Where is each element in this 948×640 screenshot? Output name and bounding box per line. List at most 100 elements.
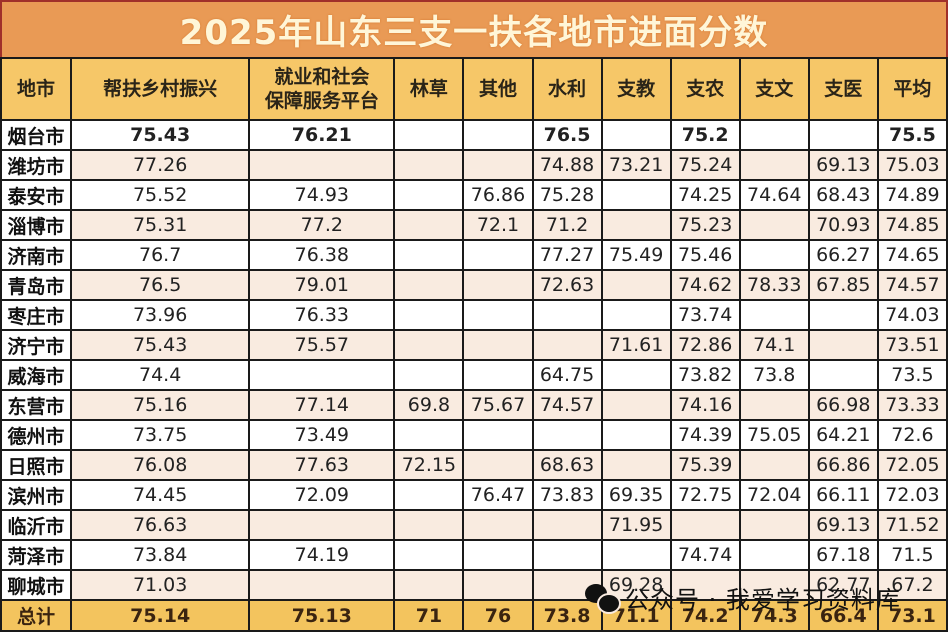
score-cell: 68.43: [807, 179, 879, 211]
score-cell: 69.13: [807, 509, 879, 541]
score-cell: 77.2: [248, 209, 396, 241]
city-name: 日照市: [0, 449, 73, 481]
score-cell: [393, 479, 465, 511]
score-cell: 68.63: [531, 449, 603, 481]
city-name: 泰安市: [0, 179, 73, 211]
score-cell: 74.1: [738, 329, 810, 361]
city-name: 青岛市: [0, 269, 73, 301]
score-cell: 76.86: [462, 179, 534, 211]
score-cell: [807, 329, 879, 361]
score-cell: [738, 149, 810, 181]
score-cell: [807, 359, 879, 391]
score-cell: 75.24: [669, 149, 741, 181]
city-name: 威海市: [0, 359, 73, 391]
score-cell: 76.38: [248, 239, 396, 271]
score-cell: [531, 509, 603, 541]
score-cell: 72.05: [876, 449, 948, 481]
total-label: 总计: [0, 599, 73, 632]
total-value: 74.3: [738, 599, 810, 632]
score-cell: 74.03: [876, 299, 948, 331]
score-cell: [393, 539, 465, 571]
score-cell: 75.49: [600, 239, 672, 271]
score-cell: [393, 569, 465, 601]
city-name: 枣庄市: [0, 299, 73, 331]
header-culture: 支文: [738, 57, 810, 121]
city-name: 济宁市: [0, 329, 73, 361]
score-cell: [393, 209, 465, 241]
city-name: 潍坊市: [0, 149, 73, 181]
score-cell: 74.19: [248, 539, 396, 571]
score-cell: [248, 359, 396, 391]
score-cell: 69.35: [600, 479, 672, 511]
city-name: 淄博市: [0, 209, 73, 241]
table-row: 聊城市 71.03 69.28 62.77 67.2: [0, 569, 948, 601]
score-cell: 67.85: [807, 269, 879, 301]
score-cell: 72.86: [669, 329, 741, 361]
score-cell: 67.18: [807, 539, 879, 571]
table-row: 济南市 76.7 76.38 77.27 75.49 75.46 66.27 74.65: [0, 239, 948, 271]
score-cell: 66.98: [807, 389, 879, 421]
score-cell: 76.21: [248, 119, 396, 151]
score-cell: [393, 179, 465, 211]
score-cell: [600, 389, 672, 421]
score-cell: 71.95: [600, 509, 672, 541]
score-cell: [462, 329, 534, 361]
score-cell: 77.63: [248, 449, 396, 481]
score-cell: 75.39: [669, 449, 741, 481]
score-cell: [669, 569, 741, 601]
score-cell: [600, 419, 672, 451]
score-cell: 72.15: [393, 449, 465, 481]
table-row: 菏泽市 73.84 74.19 74.74 67.18 71.5: [0, 539, 948, 571]
score-cell: 72.63: [531, 269, 603, 301]
table-row: 日照市 76.08 77.63 72.15 68.63 75.39 66.86 72.05: [0, 449, 948, 481]
score-cell: 70.93: [807, 209, 879, 241]
score-cell: 75.43: [70, 329, 251, 361]
score-cell: [462, 539, 534, 571]
score-cell: 76.08: [70, 449, 251, 481]
score-cell: 73.49: [248, 419, 396, 451]
score-cell: 76.5: [531, 119, 603, 151]
score-cell: 75.16: [70, 389, 251, 421]
score-cell: [462, 419, 534, 451]
score-cell: [462, 359, 534, 391]
total-value: 74.2: [669, 599, 741, 632]
table-row: 潍坊市 77.26 74.88 73.21 75.24 69.13 75.03: [0, 149, 948, 181]
table-row: 滨州市 74.45 72.09 76.47 73.83 69.35 72.75 72.04 66…: [0, 479, 948, 511]
score-cell: 73.82: [669, 359, 741, 391]
score-cell: [738, 539, 810, 571]
score-cell: 74.64: [738, 179, 810, 211]
score-cell: 71.2: [531, 209, 603, 241]
score-cell: [462, 569, 534, 601]
score-cell: 73.8: [738, 359, 810, 391]
score-cell: [393, 299, 465, 331]
score-cell: 75.43: [70, 119, 251, 151]
score-cell: 76.5: [70, 269, 251, 301]
score-cell: 74.57: [531, 389, 603, 421]
score-cell: 78.33: [738, 269, 810, 301]
table-row: 临沂市 76.63 71.95 69.13 71.52: [0, 509, 948, 541]
score-cell: 71.61: [600, 329, 672, 361]
score-table: 地市 帮扶乡村振兴 就业和社会 保障服务平台 林草 其他 水利 支教 支农 支文…: [0, 57, 948, 632]
score-cell: [393, 119, 465, 151]
score-cell: 73.84: [70, 539, 251, 571]
score-cell: [738, 449, 810, 481]
score-cell: 74.89: [876, 179, 948, 211]
score-cell: 74.74: [669, 539, 741, 571]
score-cell: 76.63: [70, 509, 251, 541]
score-cell: 74.88: [531, 149, 603, 181]
city-name: 滨州市: [0, 479, 73, 511]
header-teaching: 支教: [600, 57, 672, 121]
score-cell: 75.28: [531, 179, 603, 211]
score-cell: 72.09: [248, 479, 396, 511]
score-cell: [531, 569, 603, 601]
title-bar: 2025年山东三支一扶各地市进面分数: [0, 0, 948, 57]
score-cell: 69.28: [600, 569, 672, 601]
score-cell: 69.13: [807, 149, 879, 181]
score-cell: [738, 299, 810, 331]
score-cell: 75.52: [70, 179, 251, 211]
score-cell: [807, 119, 879, 151]
table-row: 淄博市 75.31 77.2 72.1 71.2 75.23 70.93 74.85: [0, 209, 948, 241]
total-value: 66.4: [807, 599, 879, 632]
score-cell: [531, 329, 603, 361]
table-row: 济宁市 75.43 75.57 71.61 72.86 74.1 73.51: [0, 329, 948, 361]
